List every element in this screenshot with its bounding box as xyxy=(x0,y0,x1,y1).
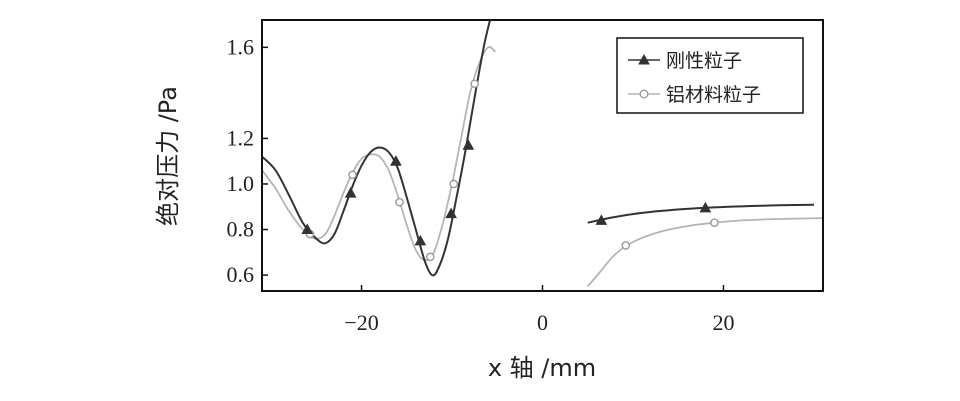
series-1-line-segment-1 xyxy=(587,217,823,287)
tick-layer: 0.6 0.8 1.0 1.2 1.6 −20 0 20 xyxy=(227,34,735,335)
y-tick-label-3: 1.2 xyxy=(227,125,255,150)
series-0-marker-6 xyxy=(595,214,608,225)
series-0-line-segment-1 xyxy=(587,203,815,224)
y-tick-label-0: 0.6 xyxy=(227,262,255,287)
series-1-marker-1 xyxy=(348,170,357,180)
series-1-marker-6 xyxy=(621,241,631,250)
series-0-marker-5 xyxy=(462,139,475,150)
series-1-line-segment-0 xyxy=(262,46,497,262)
x-tick-label-0: −20 xyxy=(344,310,378,335)
legend-box xyxy=(616,37,804,114)
series-layer xyxy=(262,20,823,287)
series-0-marker-1 xyxy=(344,187,357,198)
series-0-marker-3 xyxy=(414,234,427,246)
x-tick-label-2: 20 xyxy=(712,310,734,335)
series-0-marker-4 xyxy=(445,207,457,219)
series-0-line-segment-0 xyxy=(262,20,491,277)
y-tick-label-4: 1.6 xyxy=(227,34,255,59)
series-0-marker-7 xyxy=(699,201,712,213)
y-tick-label-2: 1.0 xyxy=(227,171,255,196)
series-0-marker-0 xyxy=(301,223,314,235)
legend-circle-marker xyxy=(639,89,649,99)
legend: 刚性粒子 铝材料粒子 xyxy=(616,37,804,114)
series-0-marker-2 xyxy=(390,155,402,166)
y-tick-label-1: 0.8 xyxy=(227,217,255,242)
y-axis-label: 绝对压力 /Pa xyxy=(154,86,182,226)
series-1-marker-4 xyxy=(449,179,459,189)
series-1-marker-3 xyxy=(425,252,435,262)
legend-label-rigid: 刚性粒子 xyxy=(666,50,742,72)
series-1-marker-7 xyxy=(710,218,719,227)
legend-triangle-marker xyxy=(638,53,650,65)
x-axis-label: x 轴 /mm xyxy=(488,354,596,382)
series-1-marker-2 xyxy=(395,197,404,207)
x-tick-label-1: 0 xyxy=(537,310,548,335)
marker-layer xyxy=(301,79,719,262)
legend-label-aluminum: 铝材料粒子 xyxy=(666,84,761,106)
series-1-marker-5 xyxy=(470,79,479,89)
